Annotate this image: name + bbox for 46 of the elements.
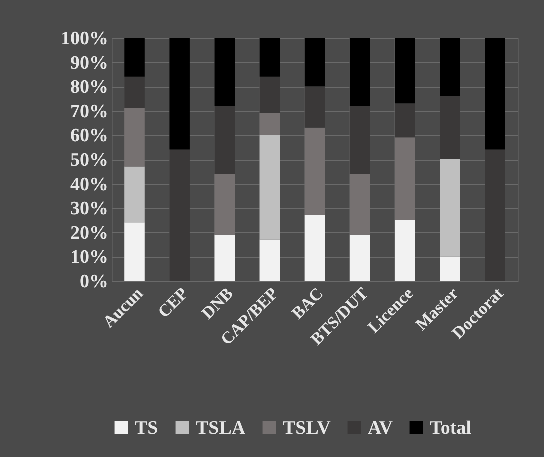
y-tick-label: 80% <box>70 77 108 98</box>
bar <box>124 76 145 108</box>
y-tick-label: 20% <box>70 222 108 244</box>
bar <box>170 150 190 281</box>
bar <box>214 38 236 106</box>
bar <box>350 38 370 106</box>
bar <box>260 76 280 114</box>
bar <box>394 38 416 104</box>
x-tick-label: CEP <box>154 284 192 322</box>
bar <box>440 38 460 96</box>
y-tick-label: 30% <box>70 198 108 220</box>
bar <box>440 96 460 160</box>
y-tick-label: 70% <box>70 101 108 122</box>
y-tick-label: 10% <box>70 247 108 268</box>
y-tick-label: 0% <box>80 272 108 292</box>
legend-label: TSLA <box>196 418 246 439</box>
legend-label: AV <box>368 418 394 439</box>
legend-label: TS <box>135 418 158 439</box>
legend-label: Total <box>430 418 472 439</box>
bar <box>394 104 416 138</box>
bar <box>304 86 326 128</box>
bar <box>260 38 280 77</box>
bar <box>214 106 236 174</box>
bar <box>304 38 326 87</box>
y-tick-label: 100% <box>61 28 108 50</box>
legend-label: TSLV <box>283 418 332 439</box>
bar <box>214 234 236 281</box>
bar <box>440 256 460 281</box>
y-tick-label: 60% <box>70 126 108 147</box>
bar <box>350 106 370 174</box>
bar <box>124 222 145 281</box>
bar <box>485 150 506 281</box>
bar <box>350 234 370 281</box>
bar <box>170 38 190 150</box>
bar <box>485 38 506 150</box>
y-tick-label: 50% <box>70 150 108 171</box>
bar <box>394 220 416 281</box>
bar <box>260 113 280 136</box>
bar <box>304 215 326 281</box>
bar <box>124 38 145 77</box>
bar <box>260 135 280 240</box>
bar <box>440 160 460 257</box>
bar <box>260 240 280 281</box>
y-tick-label: 40% <box>70 174 108 196</box>
bar <box>124 166 145 223</box>
y-tick-label: 90% <box>70 52 108 74</box>
